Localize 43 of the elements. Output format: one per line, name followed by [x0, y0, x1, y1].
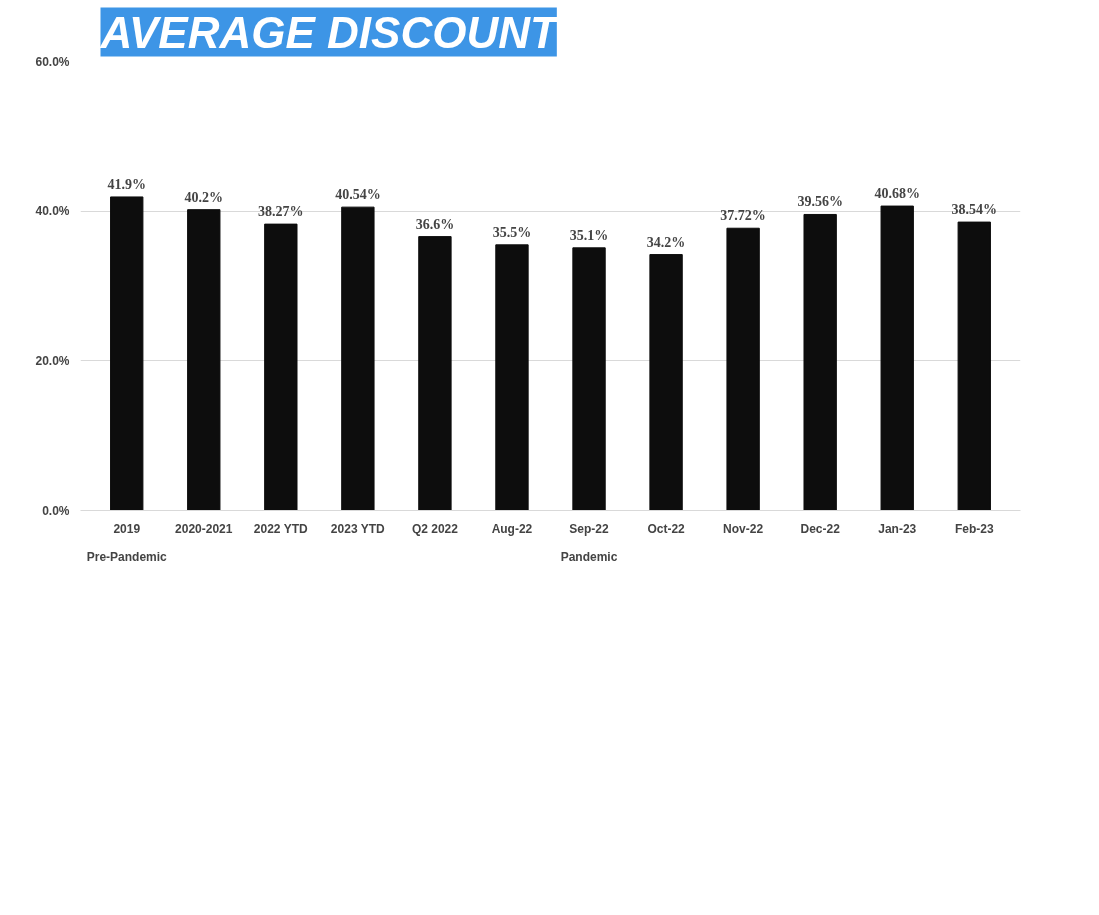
- data-label: 41.9%: [107, 176, 146, 192]
- bar: [264, 223, 298, 511]
- data-label: 34.2%: [646, 234, 686, 250]
- bar: [649, 254, 683, 511]
- bar: [187, 209, 221, 511]
- bar: [341, 206, 375, 511]
- chart-title: AVERAGE DISCOUNT: [99, 7, 560, 57]
- x-tick-label: 2023 YTD: [330, 521, 386, 536]
- data-label: 38.54%: [951, 202, 998, 218]
- y-tick-label: 0.0%: [42, 503, 70, 518]
- x-tick-label: Jan-23: [878, 521, 917, 536]
- bar: [110, 196, 144, 511]
- text: Pre-Pandemic: [86, 549, 168, 564]
- x-tick-label: Sep-22: [569, 521, 610, 536]
- x-tick-label: 2022 YTD: [253, 521, 308, 536]
- y-tick-label: 40.0%: [35, 204, 70, 219]
- data-label: 35.5%: [492, 224, 532, 240]
- bar: [880, 205, 914, 511]
- y-tick-label: 20.0%: [35, 353, 70, 368]
- bar: [495, 244, 529, 511]
- data-label: 35.1%: [569, 227, 609, 243]
- bar: [572, 247, 606, 511]
- data-label: 36.6%: [415, 216, 455, 232]
- text: Pandemic: [560, 549, 618, 564]
- bar: [803, 213, 837, 511]
- y-tick-label: 60.0%: [35, 54, 70, 69]
- x-tick-label: Dec-22: [800, 521, 841, 536]
- data-label: 37.72%: [720, 208, 766, 224]
- data-label: 40.54%: [335, 187, 381, 203]
- x-tick-label: 2019: [113, 521, 141, 536]
- x-tick-label: Oct-22: [647, 521, 686, 536]
- x-tick-label: Q2 2022: [411, 521, 459, 536]
- data-label: 39.56%: [797, 194, 843, 210]
- x-tick-label: Nov-22: [723, 521, 764, 536]
- x-tick-label: Feb-23: [954, 521, 994, 536]
- bar: [726, 227, 760, 511]
- x-tick-label: 2020-2021: [175, 521, 233, 536]
- x-tick-label: Aug-22: [491, 521, 533, 536]
- bar: [957, 221, 991, 511]
- bar: [418, 236, 452, 511]
- data-label: 40.2%: [184, 189, 224, 205]
- data-label: 40.68%: [874, 186, 920, 202]
- data-label: 38.27%: [258, 204, 304, 220]
